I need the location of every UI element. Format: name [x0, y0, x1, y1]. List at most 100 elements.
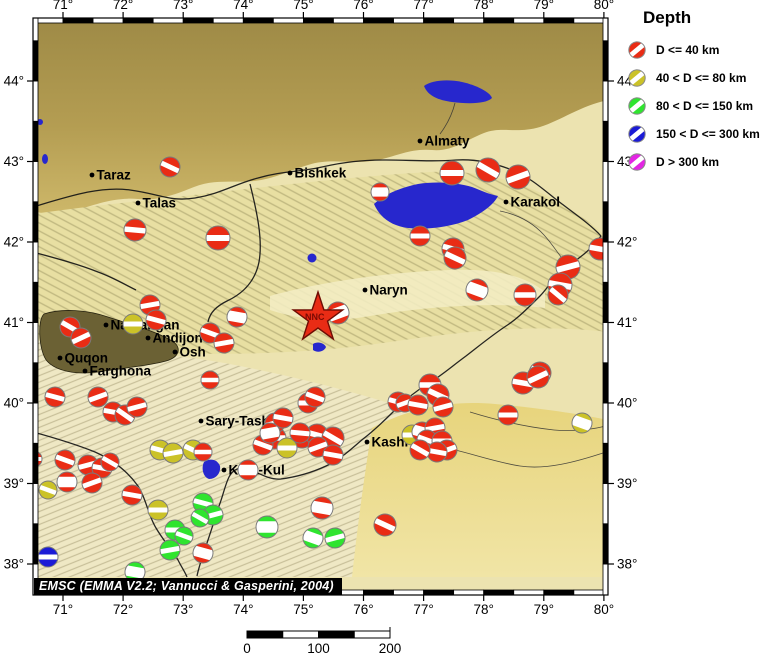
city-dot [503, 199, 509, 205]
scale-bar-label: 200 [379, 641, 402, 656]
city-dot [172, 349, 178, 355]
focal-mechanism [200, 370, 220, 390]
city-label: Karakol [511, 195, 561, 210]
epicenter-star-label: NNC [305, 312, 325, 322]
city-dot [145, 335, 151, 341]
country-border [196, 235, 602, 577]
river [469, 411, 607, 432]
lake-kara-kul [202, 459, 221, 479]
river [439, 102, 456, 135]
focal-mechanism [205, 225, 231, 251]
focal-mechanism [255, 515, 279, 539]
focal-mechanism [373, 513, 397, 537]
city-label: Talas [143, 196, 177, 211]
focal-mechanism [426, 441, 448, 463]
lon-axis-label: 76° [353, 602, 373, 617]
lat-axis-label: 38° [617, 557, 637, 572]
focal-mechanism [407, 394, 429, 416]
lat-axis-label: 38° [4, 557, 24, 572]
focal-mechanism-icon [628, 125, 646, 143]
city-dot [362, 287, 368, 293]
country-border [33, 431, 188, 578]
lat-axis-label: 40° [617, 396, 637, 411]
focal-mechanism [122, 313, 144, 335]
focal-mechanism [81, 472, 103, 494]
focal-mechanism [193, 442, 213, 462]
lat-axis-label: 41° [4, 315, 24, 330]
focal-mechanism [497, 404, 519, 426]
focal-mechanism [276, 437, 298, 459]
lon-axis-label: 72° [113, 602, 133, 617]
lat-axis-label: 43° [4, 154, 24, 169]
scale-bar-label: 100 [307, 641, 330, 656]
focal-mechanism [409, 439, 431, 461]
city-label: Naryn [370, 283, 408, 298]
focal-mechanism [147, 499, 169, 521]
focal-mechanism [38, 480, 58, 500]
city-label: Bishkek [295, 166, 347, 181]
focal-mechanism [289, 422, 311, 444]
focal-mechanism [190, 508, 210, 528]
focal-mechanism [505, 164, 531, 190]
city-label: Sary-Tash [206, 414, 270, 429]
lake [313, 342, 326, 352]
focal-mechanism [443, 246, 467, 270]
city-dot [287, 170, 293, 176]
focal-mechanism-icon [628, 153, 646, 171]
lat-axis-label: 44° [4, 74, 24, 89]
city-label: Taraz [97, 168, 132, 183]
focal-mechanism [213, 332, 235, 354]
focal-mechanism [174, 526, 194, 546]
attribution-label: EMSC (EMMA V2.2; Vannucci & Gasperini, 2… [34, 578, 342, 595]
legend-item-label: 150 < D <= 300 km [656, 127, 760, 141]
legend-item: D > 300 km [627, 148, 777, 176]
focal-mechanism [44, 386, 66, 408]
country-border [33, 159, 602, 237]
legend-item-label: D <= 40 km [656, 43, 720, 57]
lon-axis-label: 79° [534, 0, 554, 12]
scale-bar: 0 100 200 [243, 627, 401, 656]
focal-mechanism [121, 484, 143, 506]
focal-mechanism [571, 412, 593, 434]
focal-mechanism [145, 309, 167, 331]
river [437, 445, 607, 468]
legend-item: 40 < D <= 80 km [627, 64, 777, 92]
lat-axis-label: 42° [4, 235, 24, 250]
city-label: Farghona [90, 364, 152, 379]
lat-axis-label: 42° [617, 235, 637, 250]
city-label: Osh [180, 345, 206, 360]
city-dot [89, 172, 95, 178]
focal-mechanism [302, 527, 324, 549]
city-dot [57, 355, 63, 361]
focal-mechanism [322, 444, 344, 466]
city-label: Quqon [65, 351, 109, 366]
focal-mechanism-icon [628, 69, 646, 87]
legend-item: 80 < D <= 150 km [627, 92, 777, 120]
focal-mechanism [259, 422, 281, 444]
lake [424, 80, 492, 104]
lat-axis-label: 41° [617, 315, 637, 330]
legend-item-label: D > 300 km [656, 155, 720, 169]
focal-mechanism [370, 182, 390, 202]
focal-mechanism [439, 160, 465, 186]
focal-mechanism [526, 365, 550, 389]
lon-axis-label: 71° [53, 602, 73, 617]
lon-axis-label: 76° [353, 0, 373, 12]
legend-item-label: 80 < D <= 150 km [656, 99, 754, 113]
map-frame: 71° 71° 72° 72° 73° 73° 74° 74° 75° 75° 76° 76° 77° 7… [4, 0, 638, 617]
lon-axis-label: 74° [233, 602, 253, 617]
focal-mechanism [547, 284, 569, 306]
focal-mechanism [87, 386, 109, 408]
lon-axis-label: 71° [53, 0, 73, 12]
city-dot [364, 439, 370, 445]
legend-item: 150 < D <= 300 km [627, 120, 777, 148]
city-dot [135, 200, 141, 206]
focal-mechanism [432, 396, 454, 418]
city-dot [221, 467, 227, 473]
lon-axis-label: 75° [293, 602, 313, 617]
lon-axis-label: 72° [113, 0, 133, 12]
focal-mechanism [465, 278, 489, 302]
lon-axis-label: 80° [594, 0, 614, 12]
focal-mechanism-icon [628, 97, 646, 115]
focal-mechanism [100, 452, 120, 472]
